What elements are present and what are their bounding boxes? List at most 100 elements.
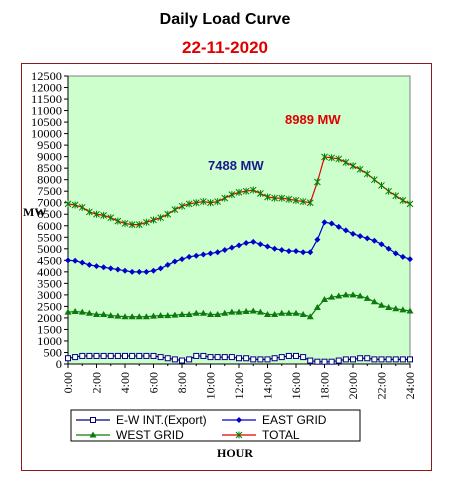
- data-point: [136, 268, 143, 275]
- data-point: [85, 309, 93, 316]
- data-point: [278, 246, 285, 253]
- data-point: [78, 203, 86, 211]
- data-point: [228, 354, 235, 361]
- data-point: [107, 214, 115, 222]
- data-point: [122, 267, 128, 274]
- data-point: [79, 259, 86, 266]
- data-point: [157, 354, 164, 361]
- data-point: [363, 170, 371, 178]
- data-point: [207, 354, 214, 361]
- y-tick-label: 6500: [37, 207, 62, 221]
- data-point: [349, 162, 357, 170]
- data-point: [350, 356, 356, 363]
- data-point: [114, 312, 122, 319]
- data-point: [157, 214, 164, 222]
- y-axis-label: MW: [23, 205, 46, 219]
- data-point: [236, 242, 242, 249]
- data-point: [378, 181, 385, 189]
- y-tick-label: 9000: [37, 150, 62, 164]
- data-point: [93, 352, 100, 359]
- data-point: [249, 307, 257, 314]
- data-point: [107, 265, 114, 272]
- data-point: [192, 199, 200, 207]
- data-point: [278, 309, 286, 316]
- data-point: [142, 313, 150, 320]
- data-point: [79, 352, 86, 359]
- chart-frame: [21, 63, 432, 471]
- legend-item: EAST GRID: [222, 413, 327, 427]
- data-point: [285, 309, 293, 316]
- data-point: [392, 192, 400, 200]
- data-point: [356, 292, 364, 299]
- data-point: [363, 294, 371, 301]
- data-point: [406, 307, 414, 314]
- y-tick-label: 2000: [37, 311, 62, 325]
- x-tick-label: 12:00: [232, 372, 246, 399]
- legend-label: E-W INT.(Export): [116, 413, 207, 427]
- data-point: [306, 199, 314, 207]
- data-point: [328, 358, 335, 365]
- data-point: [164, 355, 171, 362]
- data-point: [171, 206, 179, 214]
- data-point: [307, 249, 314, 256]
- data-point: [164, 312, 172, 319]
- data-point: [93, 310, 100, 317]
- data-point: [285, 195, 293, 203]
- data-point: [370, 298, 378, 305]
- data-point: [342, 227, 349, 234]
- legend-item: TOTAL: [222, 428, 300, 442]
- data-point: [293, 352, 299, 359]
- data-point: [86, 352, 93, 359]
- data-point: [257, 190, 264, 198]
- data-point: [192, 309, 200, 316]
- data-point: [335, 357, 342, 364]
- y-tick-label: 8000: [37, 173, 62, 187]
- legend: E-W INT.(Export) EAST GRID WEST GRID TOTAL: [70, 409, 361, 442]
- data-point: [235, 188, 243, 196]
- data-point: [264, 356, 271, 363]
- data-point: [221, 354, 228, 361]
- data-point: [207, 310, 214, 317]
- data-point: [65, 355, 71, 362]
- data-point: [271, 355, 278, 362]
- data-point: [314, 236, 321, 243]
- data-point: [250, 238, 257, 245]
- x-tick-label: 6:00: [147, 372, 161, 393]
- data-point: [342, 356, 349, 363]
- series-e-w-int-export: [65, 352, 413, 365]
- data-point: [243, 355, 250, 362]
- data-point: [164, 261, 171, 268]
- data-point: [100, 310, 108, 317]
- data-point: [321, 358, 328, 365]
- data-point: [164, 210, 172, 218]
- y-tick-label: 7500: [37, 184, 62, 198]
- x-tick-label: 22:00: [375, 372, 389, 399]
- x-tick-label: 0:00: [61, 372, 75, 393]
- data-point: [328, 293, 336, 300]
- data-point: [349, 291, 357, 298]
- data-point: [171, 311, 179, 318]
- data-point: [72, 354, 79, 361]
- legend-item: E-W INT.(Export): [76, 413, 207, 427]
- data-point: [271, 194, 278, 202]
- data-point: [122, 352, 128, 359]
- legend-swatch-marker: [90, 417, 96, 423]
- data-point: [271, 245, 278, 252]
- y-axis: 0500100015002000250030003500400045005000…: [31, 69, 69, 371]
- chart-title: Daily Load Curve: [159, 11, 291, 28]
- data-point: [371, 176, 378, 184]
- x-tick-label: 4:00: [118, 372, 132, 393]
- data-point: [221, 194, 229, 202]
- data-point: [378, 241, 385, 248]
- data-point: [114, 217, 122, 225]
- data-point: [214, 310, 222, 317]
- data-point: [78, 308, 86, 315]
- legend-label: TOTAL: [262, 428, 300, 442]
- series-layer: [64, 153, 414, 365]
- data-point: [371, 356, 378, 363]
- legend-label: EAST GRID: [262, 413, 327, 427]
- x-tick-label: 20:00: [346, 372, 360, 399]
- y-tick-label: 0: [56, 357, 62, 371]
- y-tick-label: 3000: [37, 288, 62, 302]
- data-point: [385, 304, 393, 311]
